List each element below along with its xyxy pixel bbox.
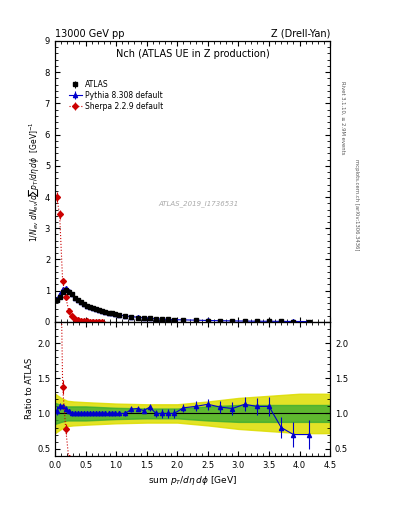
Legend: ATLAS, Pythia 8.308 default, Sherpa 2.2.9 default: ATLAS, Pythia 8.308 default, Sherpa 2.2.… (67, 78, 165, 112)
Y-axis label: $1/N_{ev}\ dN_{ev}/d\!\sum p_T/d\eta\,d\phi\ \ [\mathrm{GeV}]^{-1}$: $1/N_{ev}\ dN_{ev}/d\!\sum p_T/d\eta\,d\… (26, 121, 40, 242)
Text: Z (Drell-Yan): Z (Drell-Yan) (271, 29, 330, 39)
Text: ATLAS_2019_I1736531: ATLAS_2019_I1736531 (158, 201, 238, 207)
Y-axis label: Ratio to ATLAS: Ratio to ATLAS (25, 358, 34, 419)
Text: Nch (ATLAS UE in Z production): Nch (ATLAS UE in Z production) (116, 49, 270, 59)
Text: 13000 GeV pp: 13000 GeV pp (55, 29, 125, 39)
Text: mcplots.cern.ch [arXiv:1306.3436]: mcplots.cern.ch [arXiv:1306.3436] (354, 159, 359, 250)
Text: Rivet 3.1.10, ≥ 2.9M events: Rivet 3.1.10, ≥ 2.9M events (340, 81, 345, 155)
X-axis label: sum $p_T/d\eta\,d\phi$ [GeV]: sum $p_T/d\eta\,d\phi$ [GeV] (148, 474, 237, 487)
